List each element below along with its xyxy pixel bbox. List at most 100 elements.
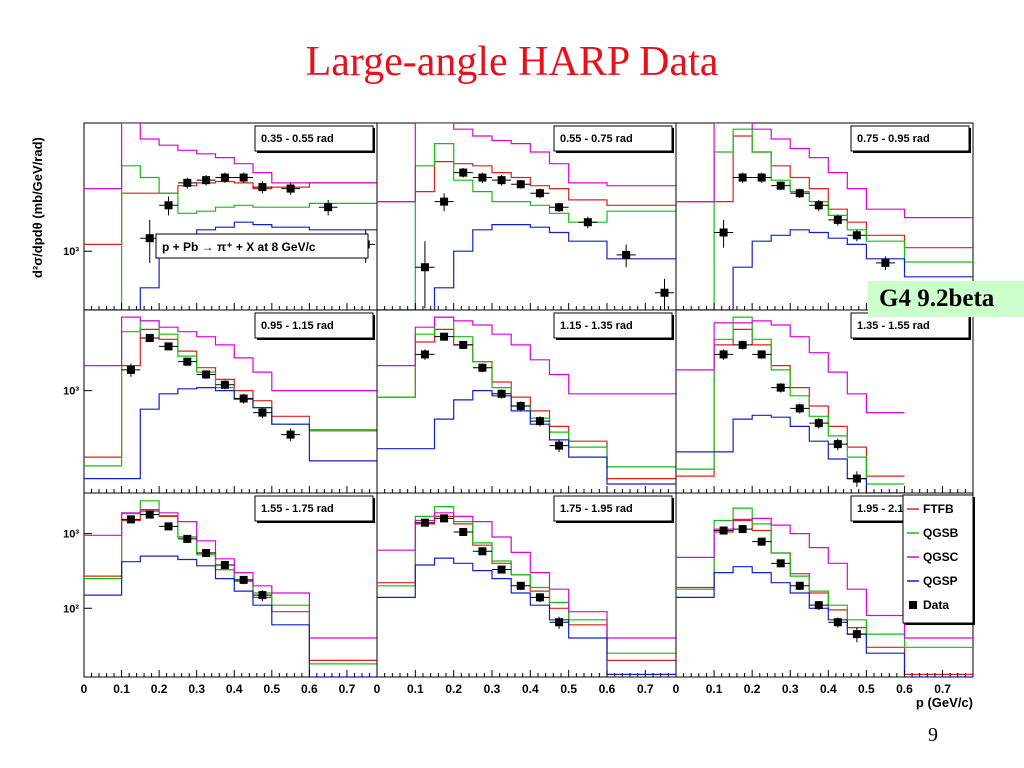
data-point [164,201,173,210]
data-point [757,173,766,182]
legend-label-qgsp: QGSP [923,574,958,588]
x-tick-label: 0.6 [301,682,318,696]
series-qgsp-line [676,566,973,677]
series-qgsb-line [84,320,377,467]
x-tick-label: 0 [374,682,381,696]
data-point [833,440,842,449]
x-tick-label: 0 [673,682,680,696]
version-badge: G4 9.2beta [868,281,1024,317]
data-point [164,522,173,531]
y-tick-label: 10³ [63,529,79,541]
series-qgsb-line [84,500,377,665]
panel-angle-label: 0.75 - 0.95 rad [857,133,930,145]
series-qgsp-line [676,229,973,310]
data-point [852,630,861,639]
data-point [145,510,154,519]
data-point [286,184,295,193]
data-point [420,350,429,359]
legend-label-qgsb: QGSB [923,526,959,540]
data-point [814,201,823,210]
panel-label-box [850,125,970,152]
x-tick-label: 0.2 [445,682,462,696]
data-point [516,401,525,410]
data-point [478,547,487,556]
data-point [776,181,785,190]
data-point [220,173,229,182]
x-tick-label: 0.5 [263,682,280,696]
x-tick-label: 0.4 [820,682,837,696]
x-tick-label: 0.6 [896,682,913,696]
data-point [852,474,861,483]
data-point [795,581,804,590]
panel-label-box [553,312,673,339]
x-tick-label: 0.3 [188,682,205,696]
panel-angle-label: 0.35 - 0.55 rad [261,133,334,145]
x-tick-label: 0.4 [226,682,243,696]
data-point [239,575,248,584]
series-qgsc-line [676,517,973,639]
series-qgsp-line [676,414,905,493]
data-point [183,178,192,187]
series-qgsc-line [377,512,676,639]
legend-marker-data [909,601,917,609]
data-point [497,389,506,398]
data-point [814,601,823,610]
data-point [795,189,804,198]
data-point [220,380,229,389]
data-point [622,250,631,259]
data-point [833,215,842,224]
series-ftfb-line [676,328,905,477]
data-point [145,333,154,342]
x-tick-label: 0.6 [599,682,616,696]
panel-label-box [553,125,673,152]
data-point [738,173,747,182]
data-point [286,430,295,439]
data-point [126,515,135,524]
data-point [535,189,544,198]
series-qgsb-line [377,506,676,654]
x-tick-label: 0.2 [151,682,168,696]
series-ftfb-line [377,515,676,661]
data-point [776,559,785,568]
x-tick-label: 0.3 [484,682,501,696]
data-point [795,404,804,413]
panel-angle-label: 0.95 - 1.15 rad [261,320,334,332]
panel-angle-label: 0.55 - 0.75 rad [560,133,633,145]
data-point [440,197,449,206]
series-qgsp-line [377,224,676,310]
x-tick-label: 0.5 [858,682,875,696]
data-point [459,340,468,349]
x-tick-label: 0.3 [782,682,799,696]
data-point [183,534,192,543]
data-point [202,176,211,185]
data-point [497,565,506,574]
series-ftfb-line [377,161,676,206]
y-axis-title: d²σ/dpdθ (mb/GeV/rad) [30,137,45,278]
slide-title: Large-angle HARP Data [305,39,719,85]
data-point [440,332,449,341]
legend-label-data: Data [923,598,949,612]
annotation-box [155,233,369,259]
series-ftfb-line [84,328,377,458]
data-point [420,518,429,527]
series-qgsb-line [676,507,973,648]
panel-label-box [254,125,374,152]
x-tick-label: 0.1 [706,682,723,696]
series-qgsp-line [84,387,377,480]
data-point [738,340,747,349]
x-tick-label: 0.1 [407,682,424,696]
data-point [258,591,267,600]
series-qgsc-line [84,510,377,639]
series-qgsc-line [84,316,377,392]
data-point [814,419,823,428]
data-point [535,417,544,426]
data-point [239,173,248,182]
data-point [497,176,506,185]
data-point [852,231,861,240]
data-point [555,203,564,212]
series-qgsc-line [377,316,676,395]
data-point [459,168,468,177]
data-point [660,288,669,297]
data-point [258,408,267,417]
data-point [145,234,154,243]
